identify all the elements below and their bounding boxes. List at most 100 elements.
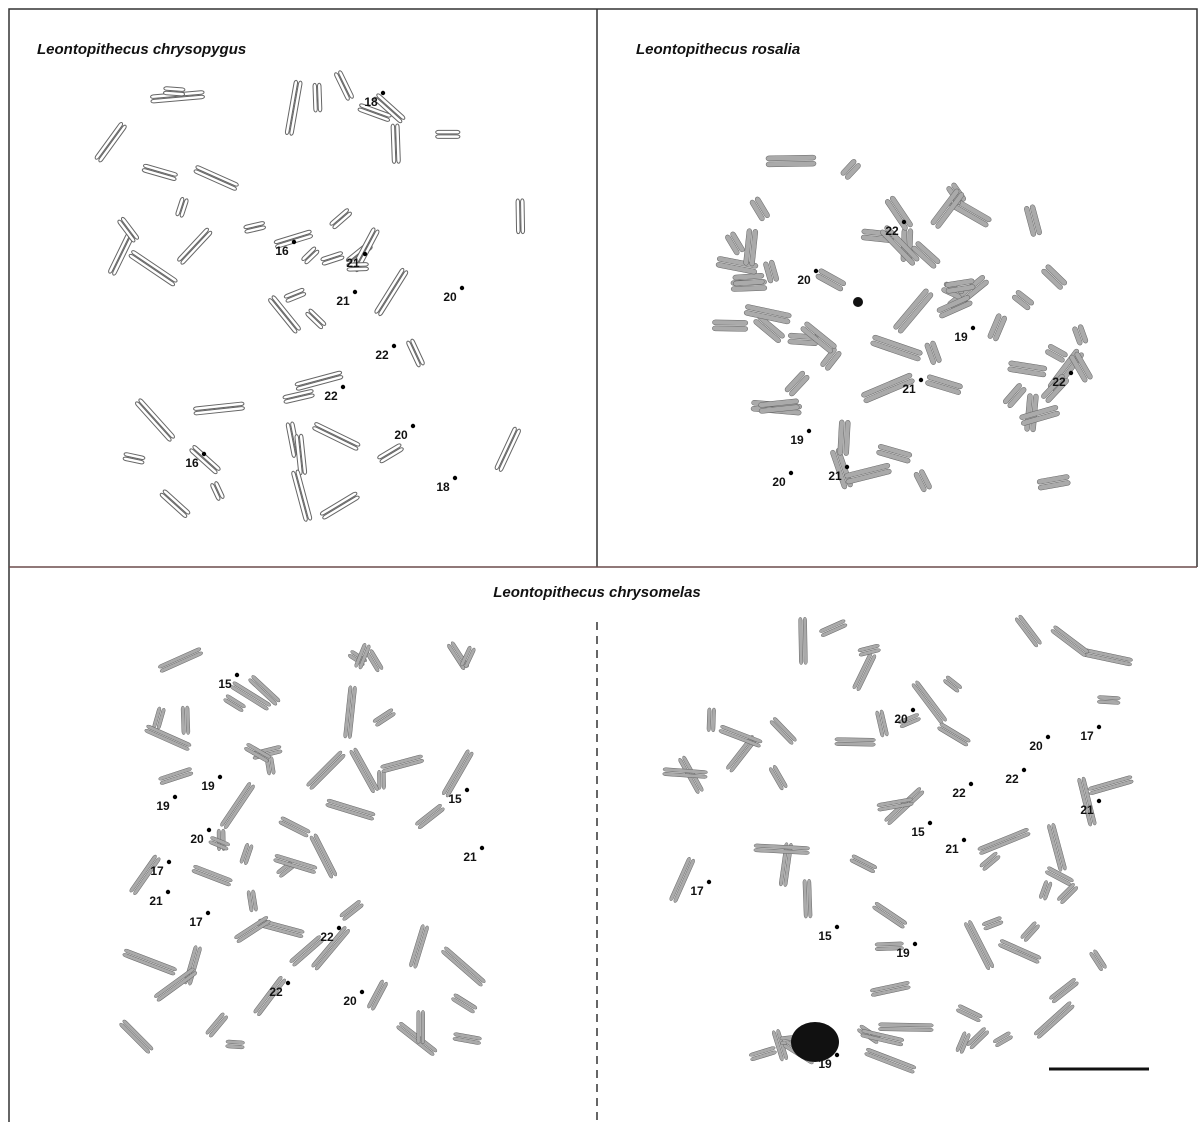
chromosome-label: 21	[149, 894, 163, 908]
signal-dot	[707, 880, 711, 884]
chromatid	[181, 706, 185, 735]
chromosome-label: 17	[150, 864, 164, 878]
nucleus-blob	[791, 1022, 839, 1062]
chromosome-label: 15	[218, 677, 232, 691]
chromosome	[436, 130, 460, 138]
chromatid	[799, 617, 803, 664]
chromosome-label: 19	[896, 946, 910, 960]
signal-dot	[962, 838, 966, 842]
chromosome-label: 21	[346, 256, 360, 270]
chromatid	[803, 617, 807, 664]
chromosome-label: 21	[1080, 803, 1094, 817]
page: Leontopithecus chrysopygus Leontopithecu…	[0, 0, 1198, 1127]
chromosome-label: 19	[954, 330, 968, 344]
chromatid	[436, 135, 460, 139]
chromosome-label: 15	[911, 825, 925, 839]
signal-dot	[807, 429, 811, 433]
chromosome-label: 17	[189, 915, 203, 929]
chromosome-label: 22	[952, 786, 966, 800]
signal-dot	[1022, 768, 1026, 772]
signal-dot	[286, 981, 290, 985]
chromatid	[382, 770, 386, 789]
chromosome-label: 20	[190, 832, 204, 846]
panel-title: Leontopithecus rosalia	[636, 41, 800, 58]
chromatid	[766, 155, 816, 161]
signal-dot	[411, 424, 415, 428]
chromatid	[313, 83, 317, 112]
signal-dot	[202, 452, 206, 456]
signal-dot	[913, 942, 917, 946]
chromatid	[396, 124, 401, 163]
chromosome	[391, 124, 400, 164]
chromosome	[516, 199, 525, 234]
chromatid	[731, 285, 767, 291]
signal-dot	[902, 220, 906, 224]
chromosome-label: 16	[185, 456, 199, 470]
chromatid	[711, 708, 715, 732]
chromosome-label: 19	[818, 1057, 832, 1071]
signal-dot	[814, 269, 818, 273]
chromosome-label: 21	[463, 850, 477, 864]
chromosome-label: 21	[336, 294, 350, 308]
chromosome-label: 22	[885, 224, 899, 238]
chromosome-label: 20	[394, 428, 408, 442]
chromatid	[417, 1010, 421, 1043]
chromatid	[766, 161, 816, 167]
signal-dot	[789, 471, 793, 475]
chromosome-label: 20	[443, 290, 457, 304]
signal-dot	[353, 290, 357, 294]
chromatid	[835, 738, 876, 742]
chromosome-label: 18	[436, 480, 450, 494]
chromosome-label: 20	[772, 475, 786, 489]
chromosome-label: 20	[894, 712, 908, 726]
chromosome-label: 22	[375, 348, 389, 362]
chromosome-label: 22	[1052, 375, 1066, 389]
signal-dot	[1097, 725, 1101, 729]
chromosome-label: 17	[1080, 729, 1094, 743]
signal-dot	[206, 911, 210, 915]
chromosome	[163, 87, 185, 96]
signal-dot	[207, 828, 211, 832]
chromosome-label: 21	[945, 842, 959, 856]
chromatid	[186, 706, 190, 735]
chromosome-label: 22	[324, 389, 338, 403]
signal-dot	[167, 860, 171, 864]
chromosome-label: 22	[320, 930, 334, 944]
chromosome-label: 21	[828, 469, 842, 483]
figure: Leontopithecus chrysopygus Leontopithecu…	[0, 0, 1198, 1122]
signal-dot	[465, 788, 469, 792]
chromatid	[421, 1010, 425, 1043]
chromatid	[712, 326, 748, 332]
signal-dot	[460, 286, 464, 290]
chromatid	[878, 1027, 933, 1031]
chromosome-label: 15	[448, 792, 462, 806]
chromatid	[712, 320, 748, 326]
signal-dot	[480, 846, 484, 850]
signal-dot	[392, 344, 396, 348]
chromosome-label: 19	[156, 799, 170, 813]
signal-dot	[1069, 371, 1073, 375]
signal-dot	[218, 775, 222, 779]
signal-dot	[166, 890, 170, 894]
signal-dot	[971, 326, 975, 330]
signal-dot	[835, 1053, 839, 1057]
chromosome-label: 22	[269, 985, 283, 999]
signal-dot	[337, 926, 341, 930]
chromosome-label: 20	[343, 994, 357, 1008]
panel-title: Leontopithecus chrysomelas	[493, 584, 701, 601]
chromosome-label: 16	[275, 244, 289, 258]
signal-dot	[845, 465, 849, 469]
chromosome-label: 20	[1029, 739, 1043, 753]
chromosome-label: 20	[797, 273, 811, 287]
signal-dot	[1097, 799, 1101, 803]
chromosome-label: 19	[201, 779, 215, 793]
signal-dot	[835, 925, 839, 929]
signal-dot	[292, 240, 296, 244]
chromatid	[520, 199, 524, 234]
signal-dot	[341, 385, 345, 389]
signal-dot	[363, 252, 367, 256]
chromatid	[835, 742, 876, 746]
chromosome-label: 22	[1005, 772, 1019, 786]
signal-dot	[235, 673, 239, 677]
chromatid	[436, 130, 460, 134]
